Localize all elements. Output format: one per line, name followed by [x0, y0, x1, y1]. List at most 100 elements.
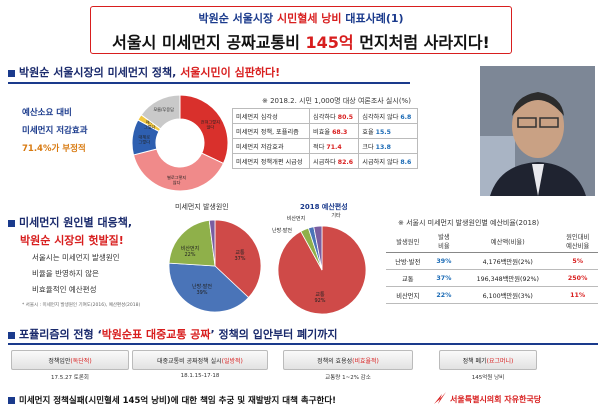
survey-answer-a: 심각하다: [313, 113, 338, 121]
survey-answer-b: 시급하지 않다: [362, 158, 401, 166]
donut-slice: [179, 94, 229, 165]
survey-row: 미세먼지 심각성 심각하다 80.5 심각하지 않다 6.8: [231, 108, 418, 124]
budget-header: 발생원인: [386, 230, 430, 253]
survey-cell: 효율 15.5: [358, 123, 418, 139]
survey-answer-a: 적다: [313, 143, 327, 151]
footer-statement: 미세먼지 정책실패(시민혈세 145억 낭비)에 대한 책임 추궁 및 재발방지…: [8, 394, 336, 406]
pie-slice-label: 기타: [331, 212, 341, 219]
sec2-line3: 비효율적인 예산편성: [32, 285, 97, 294]
section2-heading: 미세먼지 원인별 대응책,: [8, 214, 132, 230]
budget-cell: 비산먼지: [386, 286, 430, 304]
section2-subheading: 박원순 시장의 헛발질!: [20, 234, 124, 247]
section3-heading: 포퓰리즘의 전형 ‘박원순표 대중교통 공짜’ 정책의 입안부터 폐기까지: [8, 326, 338, 342]
pie-slice-label: 비산먼지 22%: [181, 245, 199, 258]
survey-row: 미세먼지 정책, 포퓰리즘 비효율 68.3 효율 15.5: [231, 123, 418, 139]
section3-rule: [8, 343, 598, 345]
timeline-step-label: 정책입안: [48, 357, 71, 365]
survey-cell: 심각하지 않다 6.8: [358, 108, 418, 124]
footer-org: 서울특별시의회 자유한국당: [450, 395, 542, 404]
budget-cell: 난방·발전: [386, 252, 430, 270]
sec2-line2: 비율을 반영하지 않은: [32, 269, 99, 278]
donut-slice-label: 전혀그렇지 않다: [201, 119, 220, 131]
survey-cell: 미세먼지 심각성: [231, 108, 311, 124]
survey-answer-a: 비효율: [313, 128, 333, 136]
survey-cell: 적다 71.4: [309, 138, 360, 154]
timeline-step: 대중교통비 공짜정책 실시 (일방적): [132, 350, 268, 370]
pie-slice: [168, 262, 250, 313]
budget-cell: 250%: [557, 269, 598, 287]
survey-value-b: 13.8: [375, 143, 391, 151]
budget-header: 발생 비율: [429, 230, 459, 253]
budget-cell: 교통: [386, 269, 430, 287]
survey-answer-b: 크다: [362, 143, 376, 151]
budget-row: 교통 37% 196,348백만원(92%) 250%: [386, 269, 598, 287]
budget-cell: 5%: [557, 252, 598, 270]
survey-value-a: 71.4: [326, 143, 342, 151]
budget-header: 원인대비 예산비율: [557, 230, 598, 253]
timeline-step-tag: (요그머니): [486, 357, 514, 365]
survey-value-a: 80.5: [337, 113, 354, 121]
section1-heading: 박원순 서울시장의 미세먼지 정책, 서울시민이 심판하다!: [8, 64, 280, 80]
efficiency-line2: 미세먼지 저감효과: [22, 126, 88, 136]
timeline-step-tag: (비효율적): [352, 357, 379, 365]
budget-cell: 39%: [429, 252, 459, 270]
pie-slice-label: 난방·발전 39%: [192, 283, 212, 296]
timeline-step-date: 18.1.15-17·18: [180, 373, 220, 379]
survey-answer-a: 시급하다: [313, 158, 338, 166]
donut-slice-label: 모름/무응답: [153, 106, 174, 113]
pie-slice: [168, 219, 216, 267]
efficiency-line3: 71.4%가 부정적: [22, 144, 86, 154]
bullet-square-icon: [8, 331, 15, 339]
pie-slice: [214, 219, 262, 299]
survey-cell: 시급하지 않다 8.6: [358, 153, 418, 169]
timeline-step-tag: (일방적): [221, 357, 243, 365]
timeline-step: 정책의 효용성 (비효율적): [283, 350, 413, 370]
pie-slice: [313, 225, 323, 271]
timeline-step-tag: (독단적): [70, 357, 92, 365]
donut-slice-label: 대체로 그렇다: [139, 133, 151, 145]
budget-caption: ※ 서울시 미세먼지 발생원인별 예산비율(2018): [398, 219, 540, 227]
budget-row: 난방·발전 39% 4,176백만원(2%) 5%: [386, 252, 598, 270]
survey-cell: 크다 13.8: [358, 138, 418, 154]
section1-rule: [8, 82, 410, 84]
budget-cell: 196,348백만원(92%): [458, 269, 558, 287]
donut-slice: [140, 94, 181, 130]
mayor-photo: [480, 66, 595, 196]
donut-slice: [132, 148, 225, 192]
timeline-step-date: 17.5.27 토론회: [51, 375, 89, 381]
timeline-step-label: 대중교통비 공짜정책 실시: [157, 357, 222, 365]
survey-cell: 시급하다 82.6: [309, 153, 360, 169]
efficiency-line1: 예산소요 대비: [22, 108, 72, 118]
survey-value-b: 6.8: [400, 113, 412, 121]
survey-table: 미세먼지 심각성 심각하다 80.5 심각하지 않다 6.8 미세먼지 정책, 포퓰리…: [231, 108, 418, 169]
survey-value-b: 15.5: [375, 128, 391, 136]
cause-pie-chart: 교통 37% 난방·발전 39% 비산먼지 22%: [168, 219, 262, 313]
pie-slice-label: 비산먼지: [287, 215, 305, 222]
pie-slice: [208, 219, 216, 267]
budget-row: 비산먼지 22% 6,100백만원(3%) 11%: [386, 286, 598, 304]
title-box: 박원순 서울시장 시민혈세 낭비 대표사례(1) 서울시 미세먼지 공짜교통비 …: [90, 6, 512, 54]
title-line2: 서울시 미세먼지 공짜교통비 145억 먼지처럼 사라지다!: [112, 33, 490, 52]
bullet-square-icon: [8, 397, 15, 404]
timeline-step-date: 145억원 낭비: [471, 375, 505, 381]
survey-cell: 미세먼지 정책개편 시급성: [231, 153, 311, 169]
pie-slice-label: 교통 92%: [314, 292, 325, 304]
survey-answer-b: 심각하지 않다: [362, 113, 401, 121]
title-line1: 박원순 서울시장 시민혈세 낭비 대표사례(1): [198, 12, 404, 25]
pie2-title: 2018 예산편성: [300, 203, 348, 211]
budget-cell: 4,176백만원(2%): [458, 252, 558, 270]
survey-cell: 미세먼지 저감효과: [231, 138, 311, 154]
timeline-step: 정책 폐기 (요그머니): [439, 350, 537, 370]
budget-table: 발생원인 발생 비율 예산액(비율) 원인대비 예산비율 난방·발전 39% 4,176백만원(…: [386, 230, 598, 304]
survey-caption: ※ 2018.2. 시민 1,000명 대상 여론조사 실시(%): [262, 97, 411, 105]
timeline-step-label: 정책의 효용성: [317, 357, 353, 365]
budget-cell: 22%: [429, 286, 459, 304]
donut-slice-label: 별로그렇지 않다: [167, 174, 186, 186]
survey-cell: 심각하다 80.5: [309, 108, 360, 124]
survey-cell: 미세먼지 정책, 포퓰리즘: [231, 123, 311, 139]
budget-cell: 11%: [557, 286, 598, 304]
pie-slice-label: 교통 37%: [234, 250, 245, 262]
survey-value-a: 68.3: [332, 128, 348, 136]
